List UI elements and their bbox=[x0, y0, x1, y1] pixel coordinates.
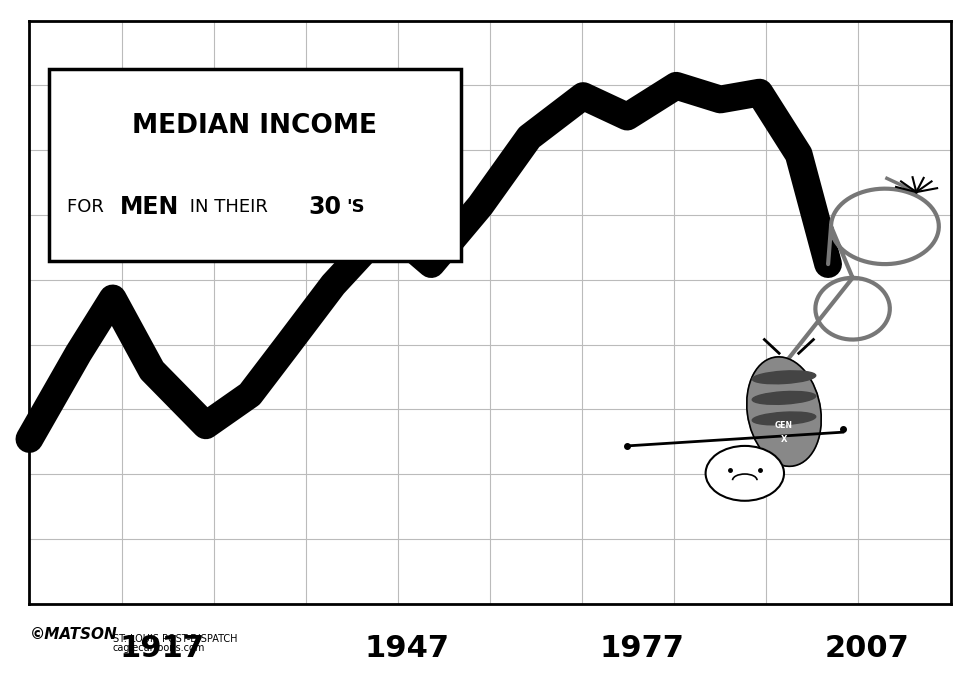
Text: 'S: 'S bbox=[346, 198, 365, 216]
Text: MEDIAN INCOME: MEDIAN INCOME bbox=[132, 113, 377, 139]
Ellipse shape bbox=[753, 371, 815, 383]
Text: IN THEIR: IN THEIR bbox=[184, 198, 269, 216]
Text: X: X bbox=[781, 434, 787, 444]
Circle shape bbox=[706, 446, 784, 501]
Text: caglecartoons.com: caglecartoons.com bbox=[113, 643, 205, 653]
Text: MEN: MEN bbox=[120, 195, 178, 219]
FancyBboxPatch shape bbox=[49, 69, 461, 261]
Text: ©MATSON: ©MATSON bbox=[29, 627, 118, 642]
Text: 30: 30 bbox=[309, 195, 342, 219]
Ellipse shape bbox=[753, 412, 815, 425]
Text: ST. LOUIS POST-DISPATCH: ST. LOUIS POST-DISPATCH bbox=[113, 635, 237, 644]
Text: 1917: 1917 bbox=[120, 634, 204, 663]
Text: FOR: FOR bbox=[67, 198, 109, 216]
Text: GEN: GEN bbox=[775, 421, 793, 430]
Text: 1947: 1947 bbox=[365, 634, 449, 663]
Text: 2007: 2007 bbox=[825, 634, 909, 663]
Ellipse shape bbox=[747, 357, 821, 466]
Ellipse shape bbox=[753, 392, 815, 404]
Text: 1977: 1977 bbox=[600, 634, 684, 663]
